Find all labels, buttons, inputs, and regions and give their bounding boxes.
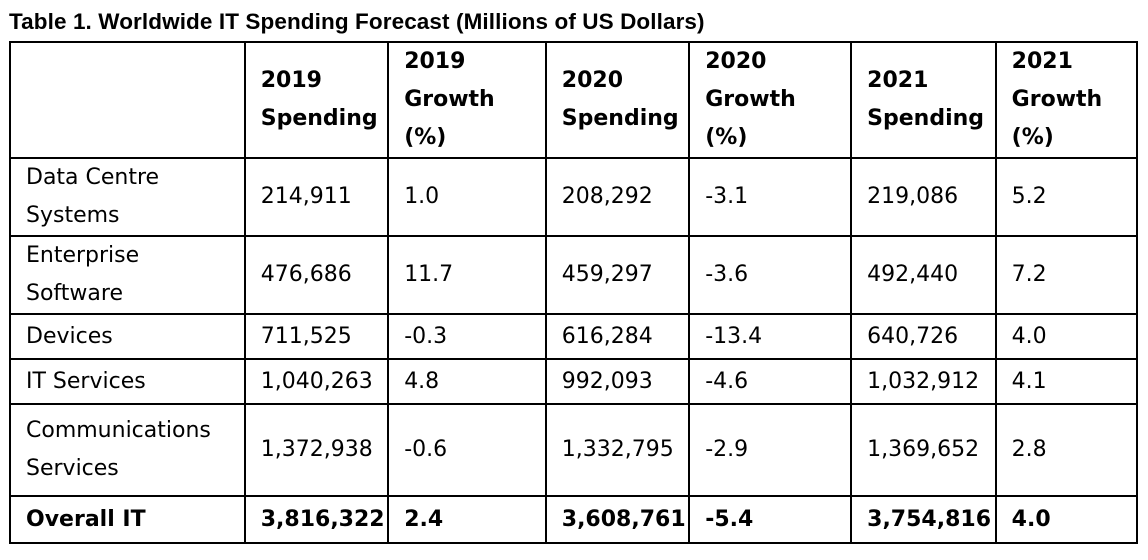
cell-2019-growth: 11.7 [387,235,547,315]
table-row-enterprise-software: Enterprise Software 476,686 11.7 459,297… [9,235,1139,315]
header-line: 2021 [1011,49,1073,74]
header-line: 2021 [867,68,929,93]
table-title: Table 1. Worldwide IT Spending Forecast … [9,9,705,34]
cell-2019-spending: 1,372,938 [243,403,390,497]
cell-2020-growth: -3.1 [688,157,853,237]
header-line: 2019 [260,68,322,93]
cell-2019-spending: 1,040,263 [243,358,390,405]
cell-2020-growth: -13.4 [688,313,853,360]
total-2020-spending: 3,608,761 [544,495,691,544]
cell-2019-spending: 711,525 [243,313,390,360]
table-row-overall-it: Overall IT 3,816,322 2.4 3,608,761 -5.4 … [9,495,1139,544]
header-2019-growth: 2019 Growth (%) [387,41,547,159]
cell-2021-spending: 1,032,912 [850,358,997,405]
header-2019-spending: 2019 Spending [243,41,390,159]
table-row-devices: Devices 711,525 -0.3 616,284 -13.4 640,7… [9,313,1139,360]
header-line: (%) [705,125,748,150]
cell-2021-growth: 5.2 [994,157,1139,237]
cell-2020-growth: -4.6 [688,358,853,405]
cell-2020-growth: -2.9 [688,403,853,497]
total-2020-growth: -5.4 [688,495,853,544]
header-line: Spending [867,106,985,131]
row-label-line: Data Centre [26,165,160,190]
header-line: Growth [404,87,495,112]
header-2021-growth: 2021 Growth (%) [994,41,1139,159]
row-label-line: Software [26,281,123,306]
cell-2019-spending: 476,686 [243,235,390,315]
row-label: Devices [9,313,246,360]
row-label-line: Devices [26,323,113,349]
table-row-it-services: IT Services 1,040,263 4.8 992,093 -4.6 1… [9,358,1139,405]
table-row-data-centre-systems: Data Centre Systems 214,911 1.0 208,292 … [9,157,1139,237]
header-line: Growth [1011,87,1103,112]
cell-2019-growth: -0.6 [387,403,547,497]
table-row-communications-services: Communications Services 1,372,938 -0.6 1… [9,403,1139,497]
row-label: Communications Services [9,403,246,497]
cell-2021-growth: 4.0 [994,313,1139,360]
header-row: 2019 Spending 2019 Growth (%) 2020 Spend… [9,41,1139,159]
header-2020-growth: 2020 Growth (%) [688,41,853,159]
total-2021-spending: 3,754,816 [850,495,997,544]
cell-2021-spending: 492,440 [850,235,997,315]
header-2021-spending: 2021 Spending [850,41,997,159]
cell-2019-spending: 214,911 [243,157,390,237]
cell-2020-spending: 208,292 [544,157,691,237]
row-label-line: IT Services [26,368,146,394]
total-label: Overall IT [9,495,246,544]
total-2021-growth: 4.0 [994,495,1139,544]
total-2019-spending: 3,816,322 [243,495,390,544]
cell-2019-growth: -0.3 [387,313,547,360]
cell-2021-growth: 7.2 [994,235,1139,315]
cell-2020-spending: 1,332,795 [544,403,691,497]
cell-2021-spending: 640,726 [850,313,997,360]
cell-2019-growth: 4.8 [387,358,547,405]
cell-2020-spending: 992,093 [544,358,691,405]
header-line: (%) [404,125,447,150]
row-label: Data Centre Systems [9,157,246,237]
header-line: 2019 [404,49,466,74]
header-line: 2020 [561,68,623,93]
cell-2021-spending: 1,369,652 [850,403,997,497]
cell-2021-spending: 219,086 [850,157,997,237]
header-line: 2020 [705,49,767,74]
header-line: Growth [705,87,796,112]
row-label-line: Services [26,456,119,481]
header-line: Spending [561,106,679,131]
row-label: Enterprise Software [9,235,246,315]
cell-2021-growth: 4.1 [994,358,1139,405]
cell-2021-growth: 2.8 [994,403,1139,497]
row-label: IT Services [9,358,246,405]
cell-2020-spending: 459,297 [544,235,691,315]
header-2020-spending: 2020 Spending [544,41,691,159]
cell-2020-spending: 616,284 [544,313,691,360]
total-2019-growth: 2.4 [387,495,547,544]
header-line: Spending [260,106,378,131]
cell-2019-growth: 1.0 [387,157,547,237]
row-label-line: Enterprise [26,243,140,268]
header-corner-cell [9,41,246,159]
header-line: (%) [1011,125,1054,150]
row-label-line: Systems [26,203,120,228]
cell-2020-growth: -3.6 [688,235,853,315]
row-label-line: Communications [26,418,211,443]
it-spending-table: 2019 Spending 2019 Growth (%) 2020 Spend… [9,41,1139,544]
